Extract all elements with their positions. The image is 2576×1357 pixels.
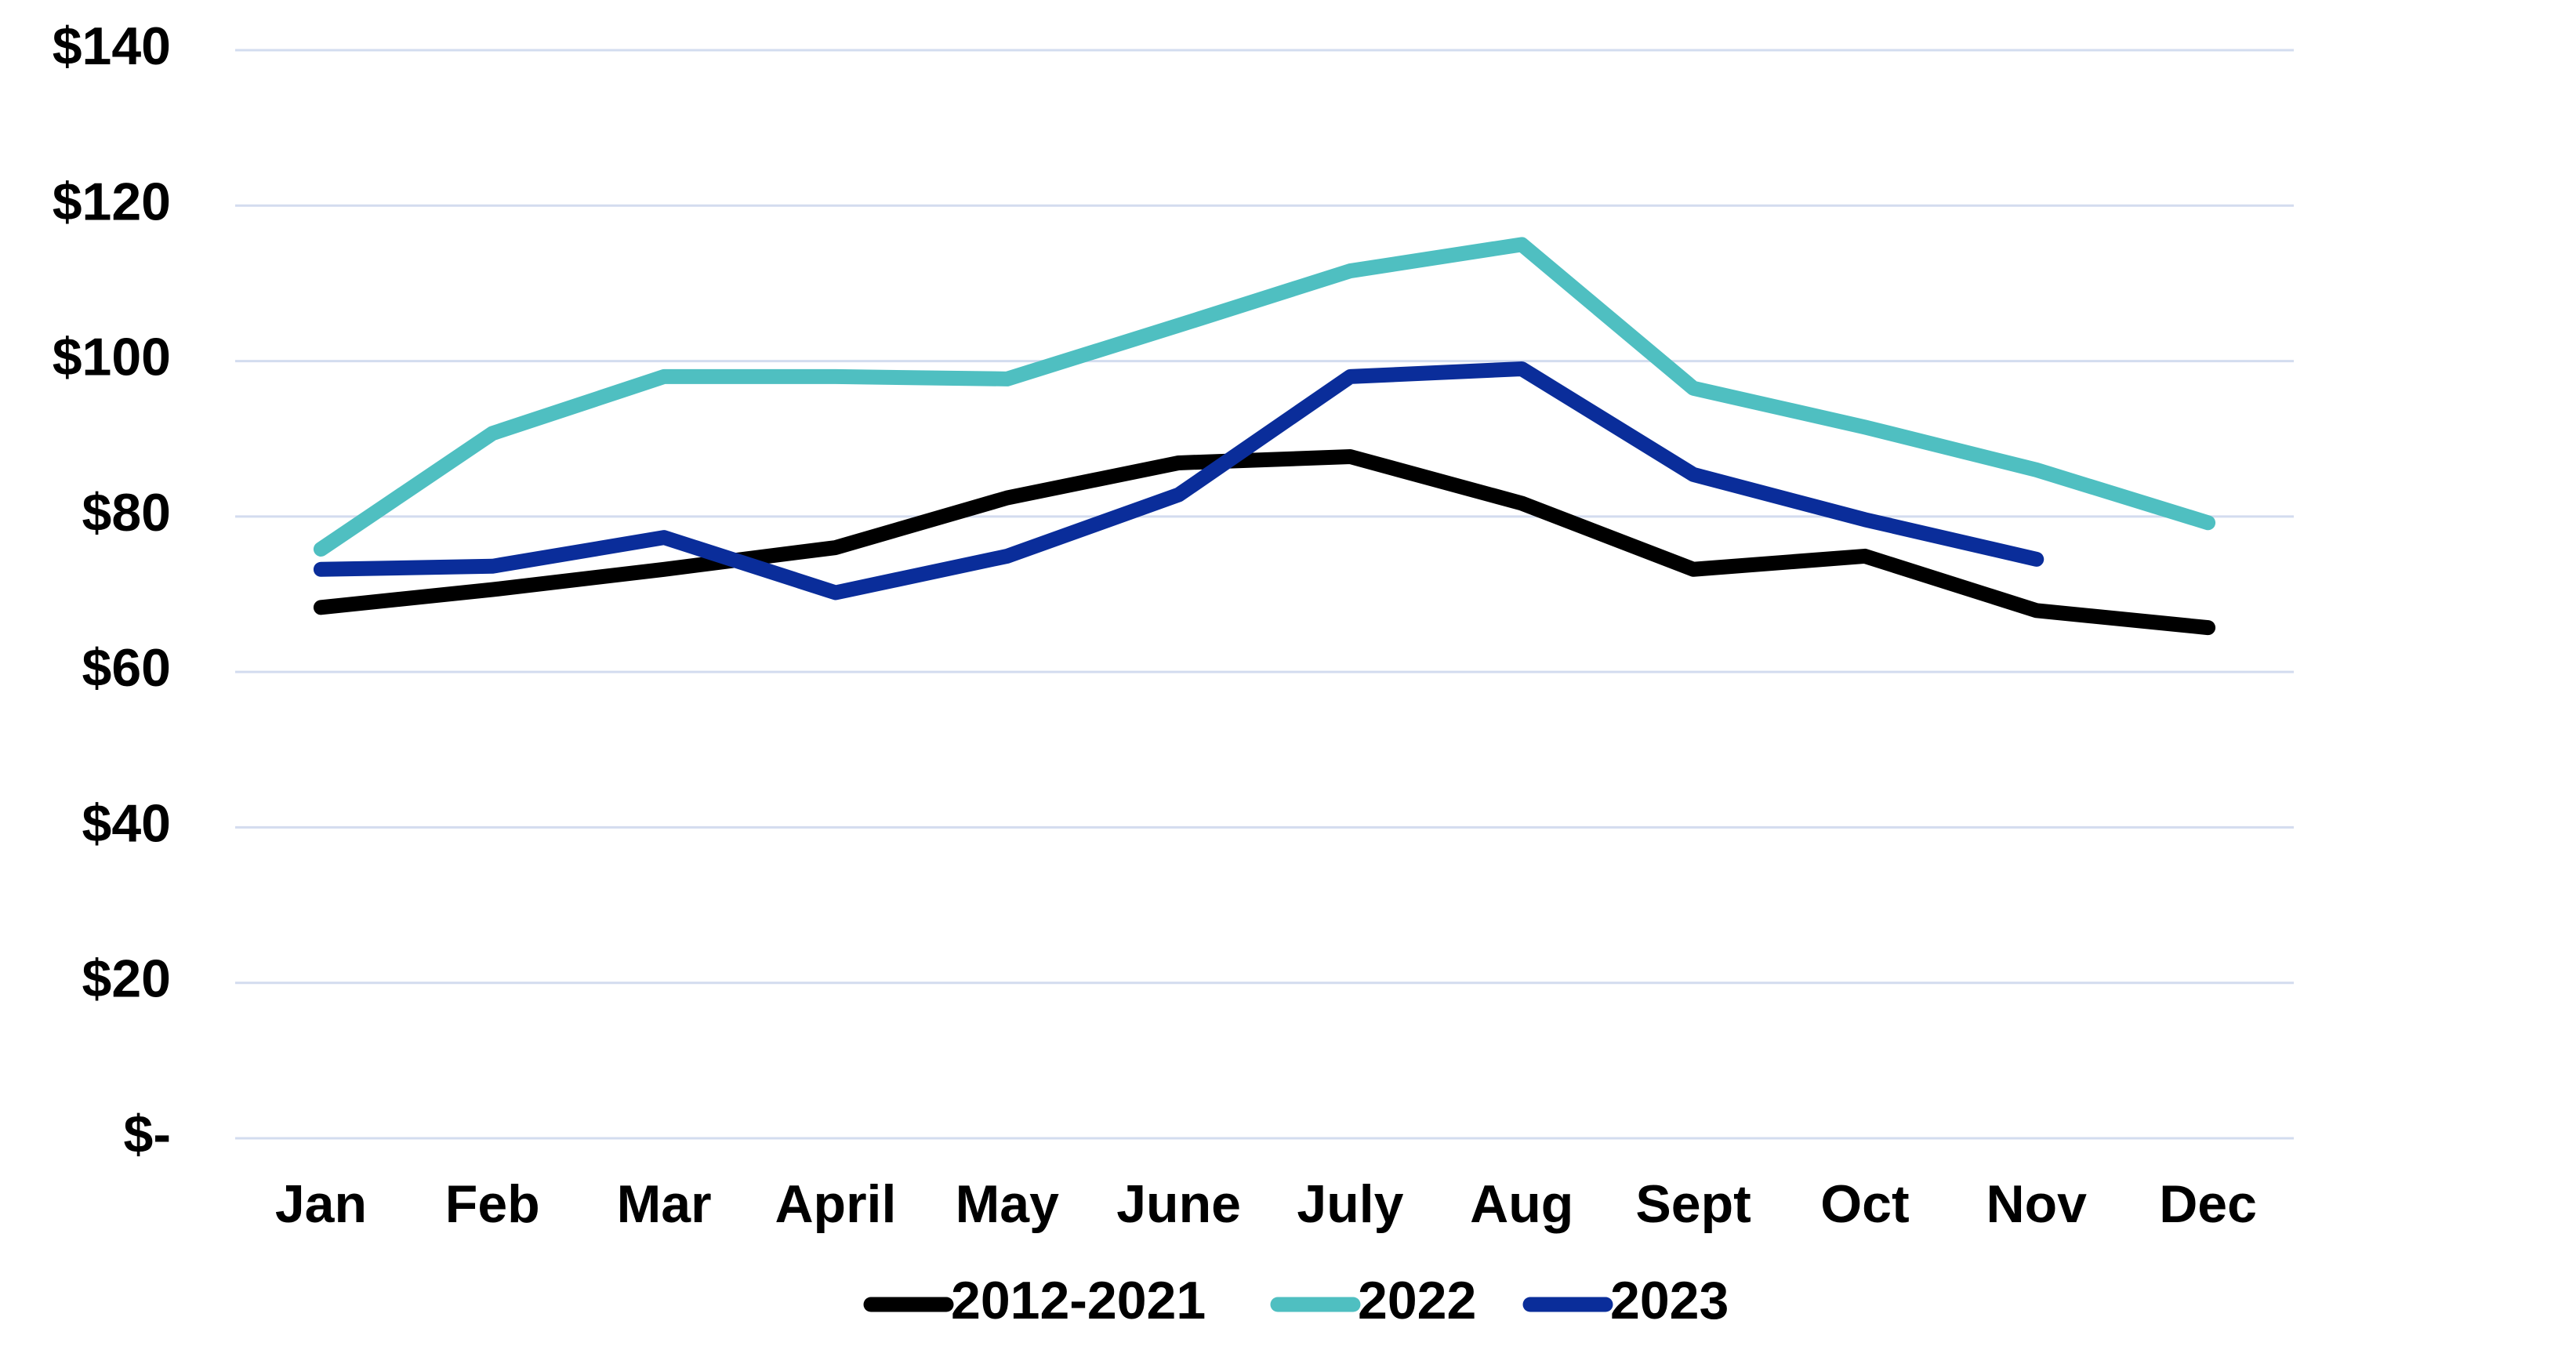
series-line xyxy=(313,237,2216,557)
x-tick-label: July xyxy=(1297,1174,1403,1234)
x-tick-label: Jan xyxy=(275,1174,367,1234)
x-tick-label: April xyxy=(775,1174,896,1234)
x-tick-label: Mar xyxy=(617,1174,712,1234)
series-line xyxy=(313,361,2044,600)
x-tick-label: Feb xyxy=(445,1174,540,1234)
y-tick-label: $- xyxy=(124,1105,171,1164)
legend-label: 2012-2021 xyxy=(951,1271,1206,1330)
x-tick-label: Oct xyxy=(1820,1174,1909,1234)
x-tick-label: Dec xyxy=(2159,1174,2257,1234)
legend-label: 2022 xyxy=(1358,1271,1476,1330)
y-tick-label: $40 xyxy=(82,793,171,853)
x-tick-label: May xyxy=(956,1174,1059,1234)
x-tick-label: Nov xyxy=(1986,1174,2088,1234)
y-tick-label: $120 xyxy=(53,172,171,231)
x-tick-label: June xyxy=(1116,1174,1241,1234)
legend-label: 2023 xyxy=(1610,1271,1729,1330)
series-line xyxy=(313,449,2216,636)
x-tick-label: Aug xyxy=(1470,1174,1573,1234)
y-tick-label: $80 xyxy=(82,483,171,542)
y-tick-label: $20 xyxy=(82,949,171,1009)
y-tick-label: $140 xyxy=(53,16,171,76)
y-tick-label: $100 xyxy=(53,328,171,387)
x-tick-label: Sept xyxy=(1635,1174,1751,1234)
y-tick-label: $60 xyxy=(82,638,171,698)
